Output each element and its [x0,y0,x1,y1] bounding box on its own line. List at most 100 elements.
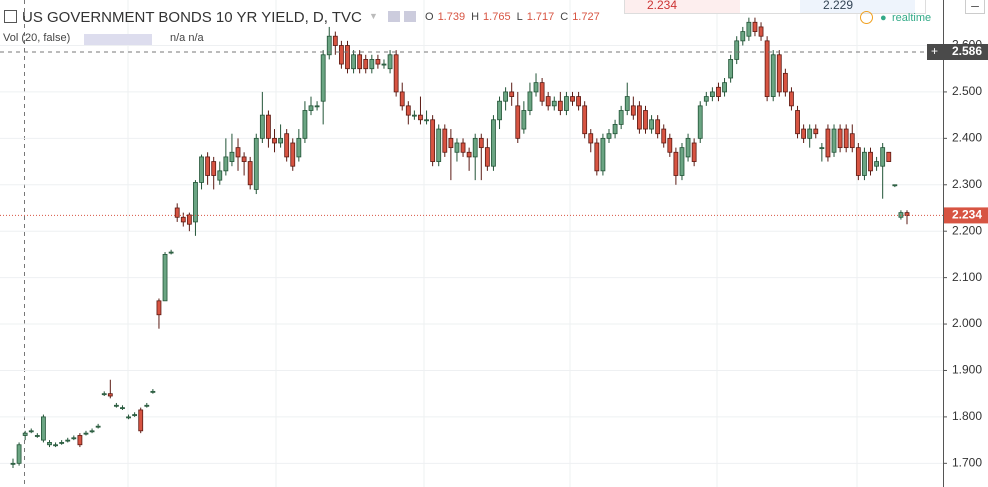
menu-arrow[interactable]: ▼ [369,11,378,21]
candle-body [211,161,217,176]
candle-body [241,156,247,162]
candle-body [223,156,229,172]
candle-body [570,96,575,102]
candle-body [782,72,788,93]
candle-body [308,105,314,111]
candle-body [734,40,740,60]
candle-body [235,147,241,158]
y-tick-label: 2.200 [952,223,982,237]
candle-body [393,54,399,93]
candle-body [278,137,283,144]
candle-body [515,105,521,139]
ohlc-key: O [425,11,434,23]
candle-body [296,137,302,158]
ohlc-value: 1.765 [483,11,511,23]
crosshair-plus: + [931,44,938,58]
candle-body [643,110,648,130]
candle-body [630,105,636,116]
candle-body [138,409,144,432]
candle-body [576,96,581,107]
ohlc-value: 1.727 [572,11,600,23]
ohlc-key: L [516,11,523,23]
candle-body [770,54,776,97]
candle-body [10,462,16,465]
candle-body [606,133,612,139]
candle-body [314,105,320,108]
collapse-button[interactable] [4,10,17,23]
candle-body [746,21,752,37]
ohlc-value: 1.739 [437,11,466,23]
crosshair-tag [927,43,988,60]
candle-body [868,151,873,172]
candle-body [144,404,150,407]
candle-body [843,128,849,149]
candle-body [302,110,308,139]
alert-icon[interactable] [860,11,873,24]
candle-body [849,133,855,149]
candle-body [71,437,77,440]
candle-body [326,35,332,56]
candle-body [83,432,89,435]
candle-body [740,31,746,42]
candle-body [509,91,515,97]
candle-body [357,54,363,70]
candle-body [253,137,259,190]
candle-body [789,91,794,107]
candle-body [691,142,697,162]
candle-body [217,170,223,181]
candle-body [89,430,95,433]
candle-body [503,91,509,102]
candle-body [430,119,436,162]
candle-body [594,142,600,172]
candle-body [588,133,594,144]
volume-label: Vol (20, false) [3,32,71,44]
status: realtime [892,12,932,24]
ask: 2.229 [823,0,854,12]
candle-body [381,63,387,66]
minimize-button[interactable]: – [965,0,985,14]
candle-body [539,82,545,102]
y-tick-label: 1.700 [952,455,982,469]
candle-body [521,110,527,130]
format-icon[interactable] [404,11,416,22]
candle-body [667,137,673,153]
settings-icon[interactable] [388,11,400,22]
candle-body [582,105,588,135]
candle-body [752,21,758,32]
candle-body [186,214,192,225]
candle-body [825,128,831,158]
candle-body [205,156,211,176]
candle-body [418,114,423,121]
candle-body [886,151,892,162]
candle-body [120,407,125,410]
symbol-title: US GOVERNMENT BONDS 10 YR YIELD, D, TVC [22,9,362,26]
candle-body [764,40,770,97]
candle-body [442,128,448,153]
volume-buttons[interactable] [84,34,152,45]
candle-body [259,114,265,139]
candle-body [290,142,296,167]
candle-body [624,96,630,111]
candle-body [436,128,442,162]
quote-box: 2.234 2.229 [624,0,926,14]
candle-body [345,45,350,70]
candle-body [193,182,198,223]
y-tick-label: 2.300 [952,177,982,191]
candle-body [679,147,685,176]
candle-body [709,91,715,97]
candle-body [837,128,843,149]
bid: 2.234 [647,0,678,12]
candle-body [174,207,180,218]
candle-body [156,300,162,316]
candle-body [399,91,405,107]
candle-body [807,128,813,139]
candle-body [801,128,807,139]
candle-body [716,86,721,97]
realtime-dot: ● [880,12,887,24]
candle-body [466,151,472,158]
y-tick-label: 2.400 [952,131,982,145]
y-tick-label: 1.900 [952,363,982,377]
candle-body [728,59,734,79]
candle-body [59,442,65,444]
candle-body [673,151,679,176]
